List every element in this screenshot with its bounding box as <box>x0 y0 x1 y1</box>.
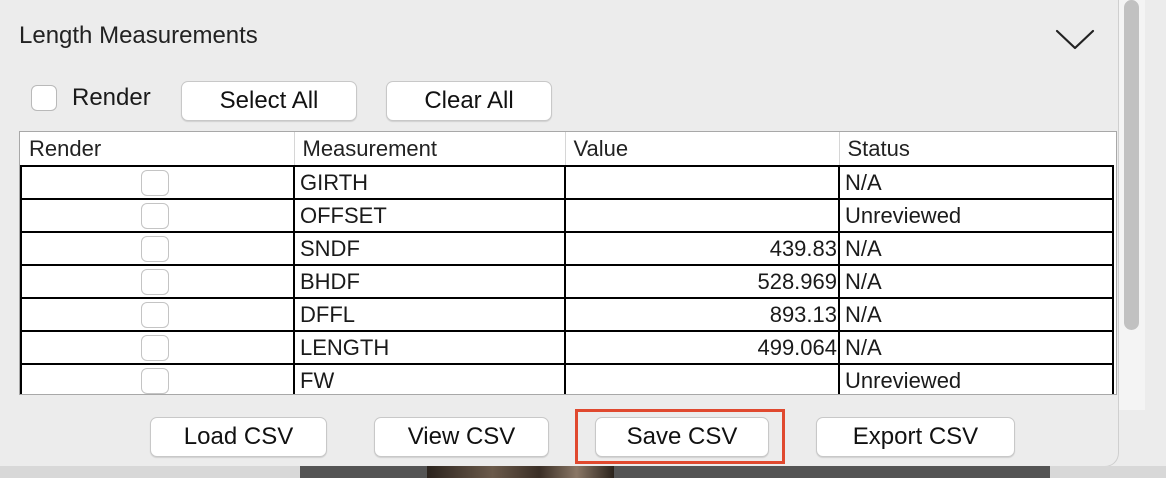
render-cell <box>20 165 295 200</box>
background-dark-area <box>300 466 1050 478</box>
render-cell <box>20 198 295 233</box>
export-csv-button[interactable]: Export CSV <box>816 417 1015 457</box>
column-header-status[interactable]: Status <box>839 132 1113 167</box>
value-cell[interactable]: 528.969 <box>564 264 840 299</box>
column-header-measurement[interactable]: Measurement <box>294 132 566 167</box>
table-row[interactable]: LENGTH 499.064 N/A <box>20 330 1114 365</box>
column-header-render[interactable]: Render <box>21 132 295 167</box>
status-cell: N/A <box>838 297 1114 332</box>
row-render-checkbox[interactable] <box>141 268 169 295</box>
row-render-checkbox[interactable] <box>141 169 169 196</box>
measurement-cell: GIRTH <box>293 165 566 200</box>
column-header-value[interactable]: Value <box>565 132 840 167</box>
status-cell: N/A <box>838 330 1114 365</box>
measurements-table: Render Measurement Value Status GIRTH N/… <box>19 131 1117 395</box>
load-csv-button[interactable]: Load CSV <box>150 417 327 457</box>
row-render-checkbox[interactable] <box>141 334 169 361</box>
panel-title: Length Measurements <box>19 22 258 49</box>
status-cell: Unreviewed <box>838 363 1114 394</box>
value-cell[interactable] <box>564 198 840 233</box>
render-toggle[interactable]: Render <box>31 84 151 112</box>
background-image-thumbnail <box>427 466 614 478</box>
view-csv-button[interactable]: View CSV <box>374 417 549 457</box>
row-render-checkbox[interactable] <box>141 202 169 229</box>
table-header-row: Render Measurement Value Status <box>21 132 1113 167</box>
table-row[interactable]: OFFSET Unreviewed <box>20 198 1114 233</box>
measurement-cell: BHDF <box>293 264 566 299</box>
clear-all-button[interactable]: Clear All <box>386 81 552 121</box>
render-all-checkbox[interactable] <box>31 85 57 111</box>
measurement-cell: SNDF <box>293 231 566 266</box>
scrollbar-thumb[interactable] <box>1124 0 1139 330</box>
table-row[interactable]: DFFL 893.13 N/A <box>20 297 1114 332</box>
status-cell: N/A <box>838 165 1114 200</box>
table-row[interactable]: BHDF 528.969 N/A <box>20 264 1114 299</box>
table-row[interactable]: SNDF 439.83 N/A <box>20 231 1114 266</box>
render-cell <box>20 264 295 299</box>
table-row[interactable]: FW Unreviewed <box>20 363 1114 394</box>
save-csv-highlight-box <box>575 409 785 464</box>
select-all-button[interactable]: Select All <box>181 81 357 121</box>
length-measurements-panel: Length Measurements Render Select All Cl… <box>0 0 1119 467</box>
status-cell: Unreviewed <box>838 198 1114 233</box>
value-cell[interactable]: 439.83 <box>564 231 840 266</box>
save-csv-button[interactable]: Save CSV <box>595 417 769 457</box>
render-cell <box>20 330 295 365</box>
measurement-cell: LENGTH <box>293 330 566 365</box>
status-cell: N/A <box>838 264 1114 299</box>
measurement-cell: FW <box>293 363 566 394</box>
status-cell: N/A <box>838 231 1114 266</box>
row-render-checkbox[interactable] <box>141 367 169 394</box>
value-cell[interactable] <box>564 165 840 200</box>
render-cell <box>20 231 295 266</box>
chevron-down-icon[interactable] <box>1054 24 1096 52</box>
value-cell[interactable]: 893.13 <box>564 297 840 332</box>
render-cell <box>20 363 295 394</box>
value-cell[interactable]: 499.064 <box>564 330 840 365</box>
table-row[interactable]: GIRTH N/A <box>20 165 1114 200</box>
render-cell <box>20 297 295 332</box>
row-render-checkbox[interactable] <box>141 235 169 262</box>
render-toggle-label: Render <box>72 84 151 111</box>
row-render-checkbox[interactable] <box>141 301 169 328</box>
measurement-cell: DFFL <box>293 297 566 332</box>
value-cell[interactable] <box>564 363 840 394</box>
measurement-cell: OFFSET <box>293 198 566 233</box>
